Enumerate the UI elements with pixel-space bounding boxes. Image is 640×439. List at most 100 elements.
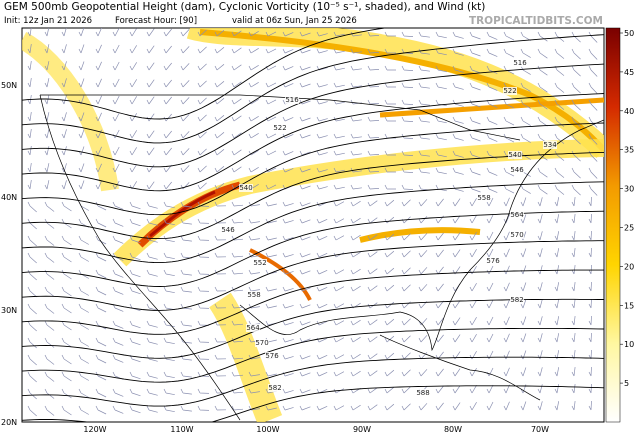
latitude-label: 20N [1, 418, 17, 427]
wind-barb [78, 252, 89, 262]
wind-barb [486, 116, 498, 125]
wind-barb [163, 320, 175, 328]
wind-barb [401, 233, 411, 241]
contour-label: 552 [253, 259, 266, 267]
height-contours [22, 28, 604, 422]
wind-barb [554, 282, 560, 292]
wind-barb [129, 371, 141, 380]
wind-barb [282, 218, 294, 224]
wind-barb [146, 252, 158, 260]
wind-barb [265, 252, 277, 258]
wind-barb [520, 333, 527, 343]
wind-barb [214, 149, 225, 156]
wind-barb [146, 62, 155, 71]
wind-barb [486, 48, 498, 57]
wind-barb [248, 65, 259, 71]
site-name: TROPICALTIDBITS.COM [469, 15, 603, 27]
wind-barb [180, 235, 192, 242]
wind-barb [435, 249, 444, 258]
wind-barb [469, 283, 477, 292]
wind-barb [27, 28, 32, 37]
wind-barb [214, 201, 227, 207]
wind-barb [61, 146, 67, 156]
wind-barb [214, 303, 227, 309]
wind-barb [27, 44, 32, 54]
wind-barb [571, 184, 581, 196]
wind-barb [27, 201, 37, 213]
wind-barb [197, 405, 210, 411]
wind-barb [588, 196, 592, 207]
wind-barb [537, 248, 543, 258]
wind-barb [571, 282, 576, 292]
wind-barb [248, 31, 259, 37]
contour-label-bg [486, 257, 500, 265]
wind-barb [197, 201, 210, 207]
wind-barb [350, 319, 361, 326]
wind-barb [452, 249, 461, 258]
wind-barb [248, 218, 260, 224]
wind-barb [129, 113, 137, 122]
wind-barb [27, 405, 37, 417]
wind-barb [95, 354, 107, 364]
wind-barb [112, 112, 120, 122]
wind-barb [180, 131, 190, 139]
wind-barb [367, 48, 380, 54]
wind-barb [418, 150, 430, 157]
wind-barb [384, 48, 396, 54]
wind-barb [418, 216, 428, 224]
wind-barb [452, 150, 464, 158]
wind-barb [299, 116, 311, 122]
wind-barb [418, 116, 430, 123]
wind-barb [503, 248, 510, 258]
wind-barb [180, 165, 190, 173]
contour-label-bg [510, 231, 524, 239]
wind-barb [95, 269, 107, 279]
wind-barb [401, 133, 414, 139]
wind-barb [78, 78, 85, 88]
wind-barb [27, 337, 37, 349]
wind-barb [95, 163, 102, 173]
colorbar-tick-label: 25 [624, 224, 634, 233]
wind-barb [418, 250, 428, 258]
wind-barb [469, 385, 477, 394]
wind-barb [197, 97, 207, 105]
wind-barb [163, 201, 175, 209]
wind-barb [95, 61, 102, 71]
wind-barb [537, 316, 543, 326]
wind-barb [367, 133, 380, 139]
wind-barb [299, 201, 311, 207]
wind-barb [350, 65, 362, 71]
longitude-label: 100W [256, 425, 279, 434]
wind-barb [299, 354, 311, 360]
wind-barb [44, 235, 55, 246]
contour [22, 93, 604, 192]
wind-barb [78, 371, 89, 381]
wind-barb [503, 31, 515, 41]
wind-barb [27, 303, 37, 315]
wind-barb [486, 299, 494, 309]
contour-label: 582 [268, 384, 281, 392]
wind-barb [571, 167, 581, 179]
wind-barb [384, 150, 396, 156]
wind-barb [214, 64, 225, 71]
wind-barb [248, 133, 259, 139]
contour-label-bg [273, 124, 287, 132]
wind-barb [129, 45, 137, 54]
contour-label-bg [510, 166, 524, 174]
wind-barb [61, 28, 67, 37]
wind-barb [469, 317, 477, 326]
wind-barb [95, 303, 107, 313]
wind-barb [44, 201, 55, 212]
wind-barb [112, 95, 120, 105]
wind-barb [112, 28, 120, 37]
wind-barb [588, 366, 592, 377]
wind-barb [435, 385, 444, 394]
wind-barb [350, 184, 362, 190]
wind-barb [435, 150, 447, 158]
wind-barb [197, 303, 210, 309]
wind-barb [571, 333, 576, 343]
wind-barb [367, 116, 380, 122]
wind-barb [537, 333, 543, 343]
wind-barb [163, 388, 175, 396]
wind-barb [180, 354, 192, 361]
